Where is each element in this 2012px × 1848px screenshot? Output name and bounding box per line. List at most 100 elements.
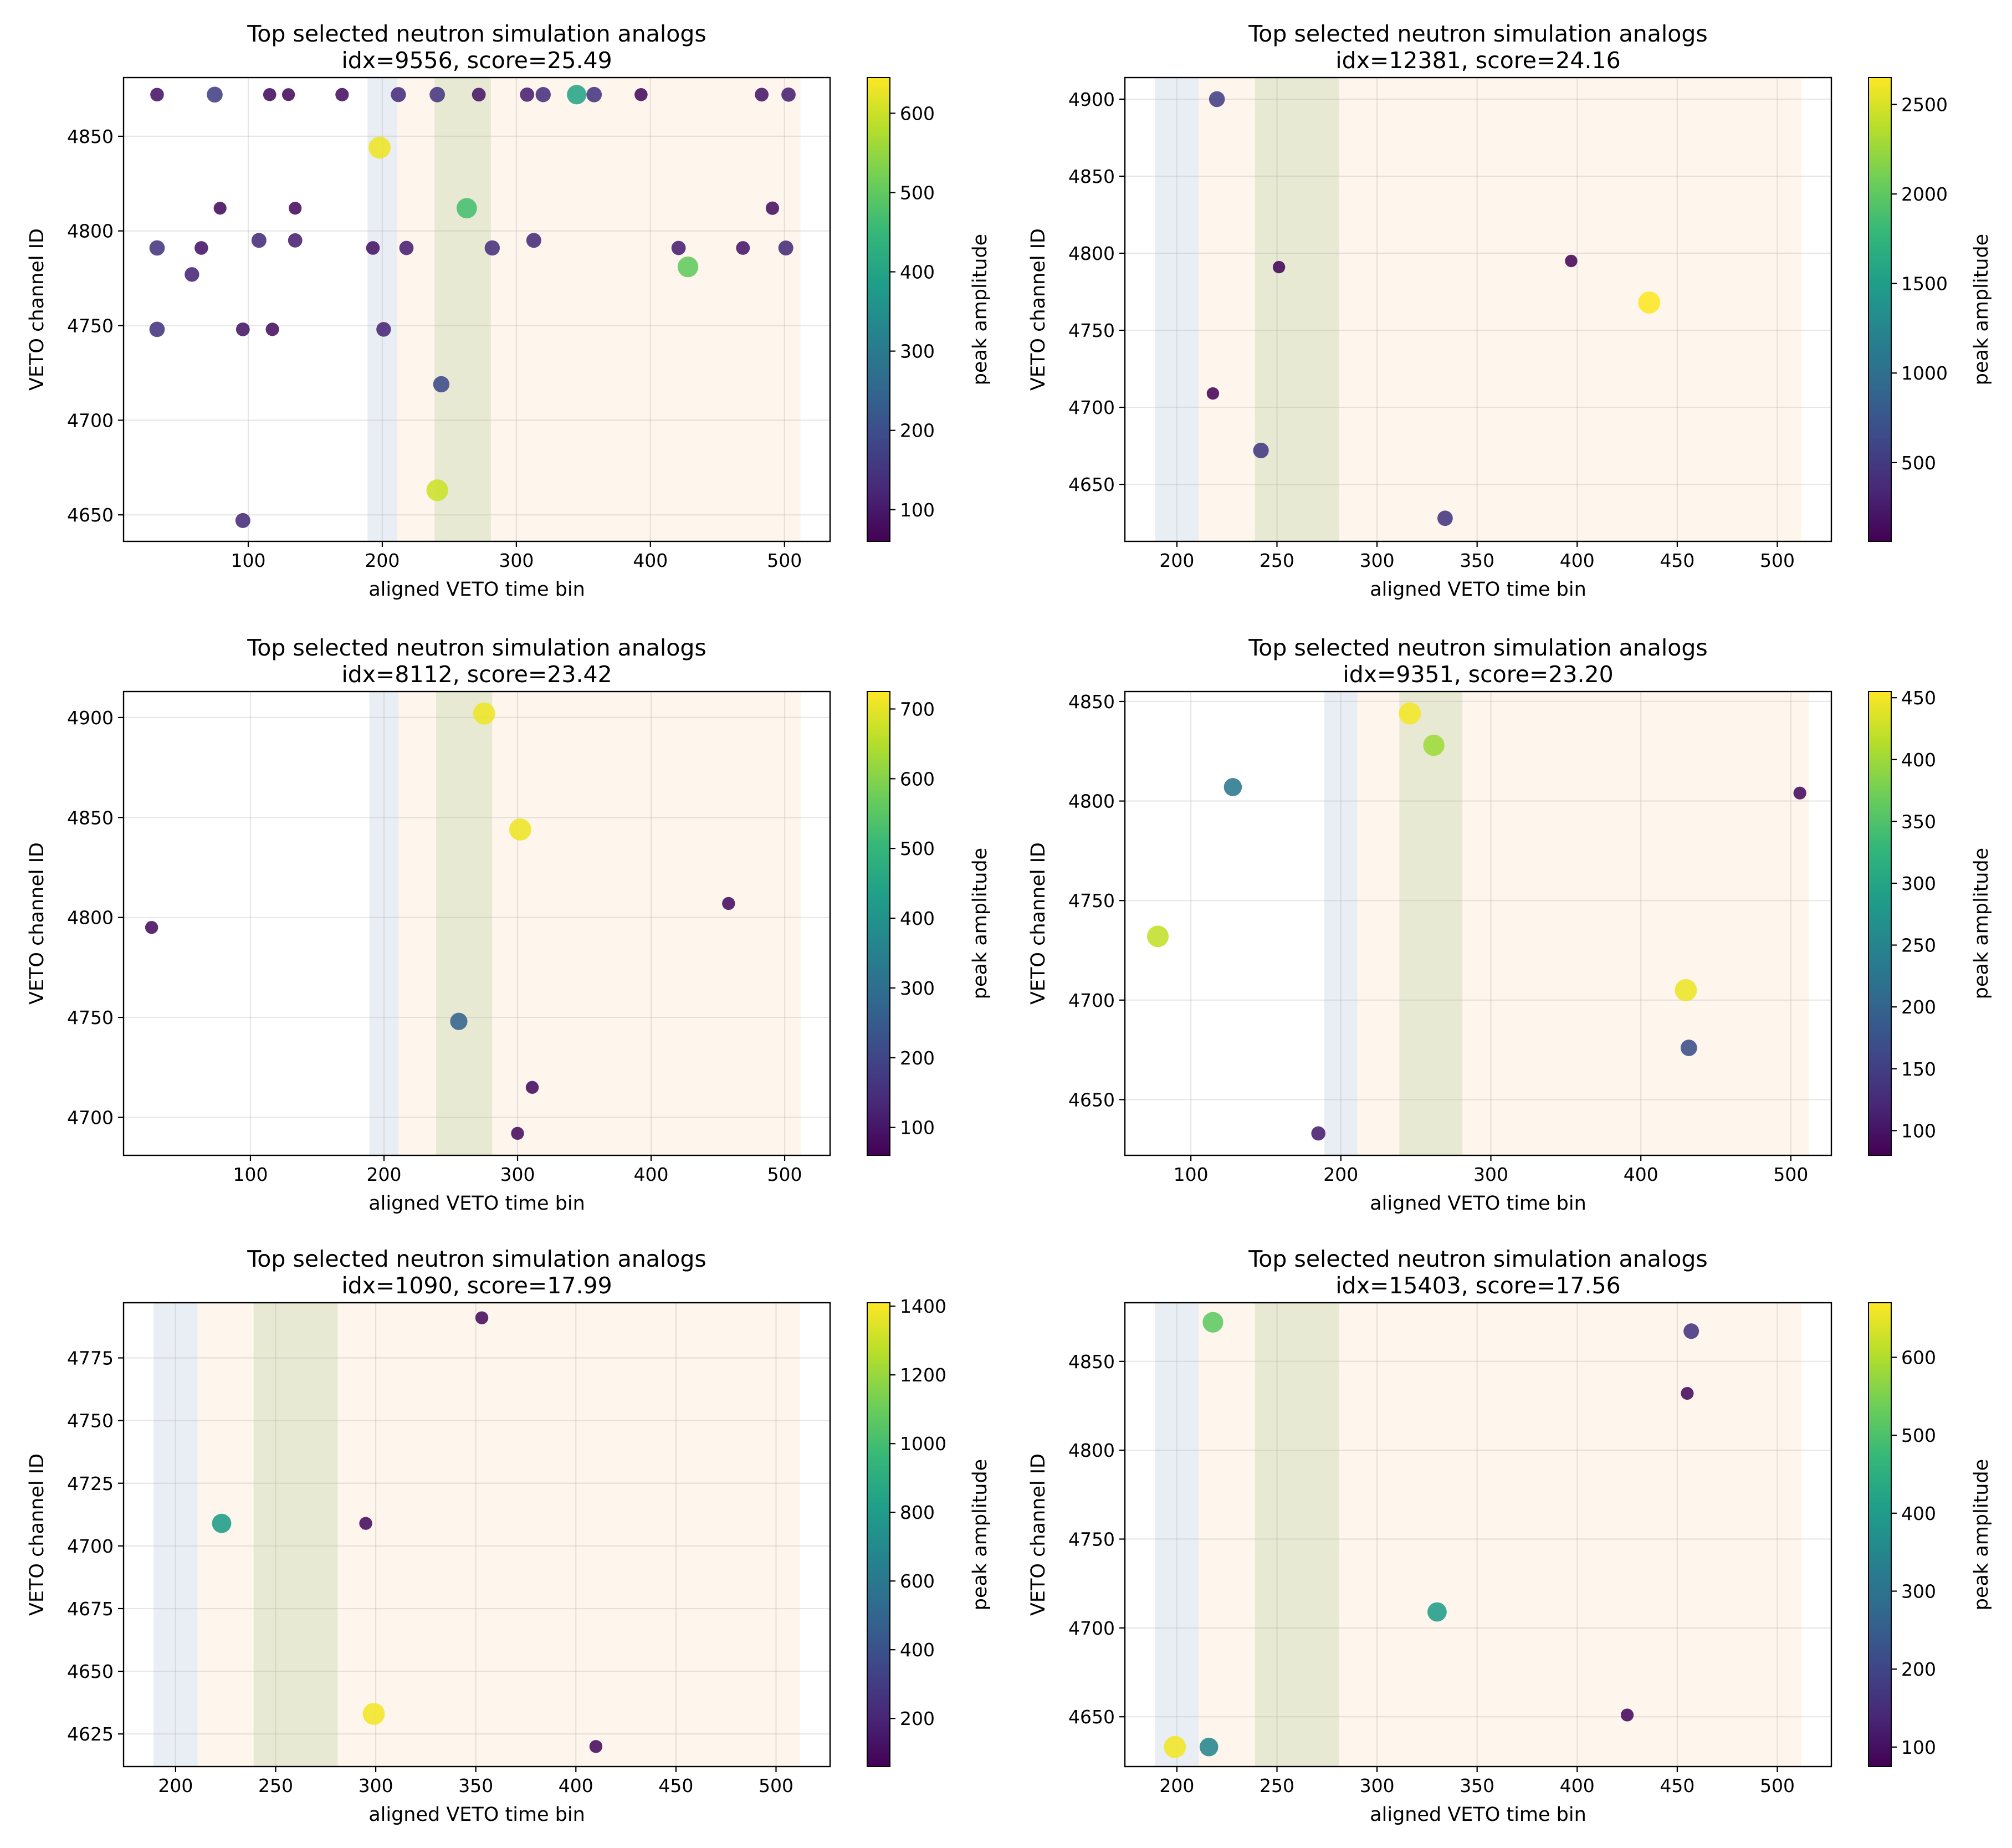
data-point — [426, 479, 448, 501]
time-window-bands — [367, 78, 801, 541]
data-point — [194, 241, 208, 255]
y-tick-label: 4800 — [1068, 243, 1115, 264]
data-point — [736, 241, 750, 255]
chart-panel-2: 200 250 300 350 400 450 500 4650 4700 4750 4800 485… — [1027, 21, 1993, 601]
y-tick-label: 4850 — [1068, 166, 1115, 187]
data-point — [755, 88, 769, 102]
data-point — [765, 201, 780, 215]
x-tick-label: 300 — [499, 550, 534, 571]
y-axis-label: VETO channel ID — [1027, 228, 1049, 391]
colorbar-tick-label: 500 — [900, 182, 935, 203]
data-point — [368, 136, 391, 159]
time-window-bands — [1155, 78, 1801, 541]
data-point — [1202, 1312, 1223, 1333]
grid — [1125, 78, 1831, 541]
colorbar-label: peak amplitude — [1970, 234, 1993, 385]
y-tick-label: 4850 — [67, 126, 114, 147]
y-tick-label: 4750 — [67, 315, 114, 337]
x-tick-label: 400 — [633, 550, 668, 571]
chart-subtitle: idx=1090, score=17.99 — [341, 1272, 612, 1299]
y-tick-label: 4650 — [67, 504, 114, 526]
time-window-bands — [153, 1303, 800, 1767]
y-tick-label: 4750 — [1068, 890, 1115, 912]
y-tick-label: 4625 — [67, 1723, 114, 1745]
data-point — [207, 86, 223, 103]
y-tick-label: 4675 — [67, 1598, 114, 1620]
y-tick-label: 4700 — [1068, 397, 1115, 418]
scatter-points — [212, 1311, 603, 1753]
colorbar — [867, 77, 890, 542]
x-tick-label: 200 — [1159, 1775, 1194, 1796]
data-point — [366, 241, 380, 255]
y-tick-label: 4750 — [1068, 320, 1115, 341]
y-tick-label: 4775 — [67, 1348, 114, 1369]
data-point — [526, 233, 541, 248]
y-tick-label: 4800 — [1068, 791, 1115, 812]
chart-title: Top selected neutron simulation analogs — [1248, 634, 1708, 661]
data-point — [213, 202, 227, 215]
data-point — [1223, 778, 1242, 796]
time-window-bands — [1155, 1303, 1801, 1767]
data-point — [1565, 254, 1578, 268]
y-axis-label: VETO channel ID — [26, 1453, 48, 1616]
data-point — [1638, 291, 1661, 314]
data-point — [671, 240, 686, 255]
data-point — [376, 322, 391, 337]
y-tick-label: 4725 — [67, 1473, 114, 1494]
y-tick-label: 4700 — [67, 1535, 114, 1557]
y-tick-label: 4700 — [1068, 1617, 1115, 1639]
colorbar-tick-label: 450 — [1901, 687, 1936, 709]
y-tick-label: 4750 — [1068, 1529, 1115, 1550]
data-point — [511, 1127, 524, 1140]
data-point — [722, 897, 735, 910]
data-point — [1147, 925, 1169, 948]
x-axis-label: aligned VETO time bin — [1370, 1804, 1586, 1826]
x-tick-label: 350 — [458, 1775, 493, 1796]
y-tick-label: 4900 — [1068, 89, 1115, 110]
colorbar-tick-label: 2000 — [1901, 183, 1948, 205]
x-tick-label: 500 — [767, 550, 802, 571]
x-tick-label: 300 — [1360, 1775, 1395, 1796]
time-window-bands — [1324, 692, 1809, 1155]
axes-frame — [122, 76, 831, 542]
colorbar-tick-label: 100 — [1901, 1120, 1936, 1141]
data-point — [589, 1740, 603, 1753]
data-point — [634, 88, 648, 101]
colorbar-tick-label: 100 — [1901, 1737, 1936, 1758]
colorbar-tick-label: 1000 — [900, 1433, 946, 1455]
chart-subtitle: idx=8112, score=23.42 — [341, 661, 612, 688]
x-tick-label: 100 — [231, 550, 266, 571]
data-point — [335, 88, 349, 101]
y-axis-label: VETO channel ID — [26, 228, 48, 391]
chart-panel-6: 200 250 300 350 400 450 500 4650 4700 4750 4800 485… — [1027, 1246, 1993, 1826]
chart-subtitle: idx=12381, score=24.16 — [1335, 47, 1620, 74]
colorbar-tick-label: 700 — [900, 698, 935, 720]
y-tick-label: 4650 — [1068, 1706, 1115, 1728]
colorbar-tick-label: 400 — [900, 262, 935, 283]
data-point — [1311, 1126, 1326, 1141]
x-tick-label: 100 — [1174, 1164, 1209, 1185]
grid — [1125, 692, 1831, 1155]
x-tick-label: 450 — [658, 1775, 693, 1796]
y-axis-label: VETO channel ID — [1027, 842, 1049, 1005]
scatter-points — [1164, 1312, 1699, 1758]
colorbar-tick-label: 500 — [900, 838, 935, 859]
data-point — [475, 1311, 489, 1324]
colorbar-label: peak amplitude — [969, 1459, 991, 1610]
y-tick-label: 4650 — [67, 1661, 114, 1682]
x-axis-label: aligned VETO time bin — [368, 1804, 585, 1826]
y-tick-label: 4800 — [67, 907, 114, 929]
time-window-bands — [369, 692, 801, 1155]
chart-subtitle: idx=9556, score=25.49 — [341, 47, 612, 74]
colorbar-label: peak amplitude — [969, 848, 991, 999]
data-point — [1423, 734, 1445, 756]
chart-panel-3: 100 200 300 400 500 4700 4750 4800 4850 4900 Top s… — [26, 634, 991, 1215]
x-tick-label: 500 — [759, 1775, 793, 1796]
data-point — [1683, 1323, 1699, 1339]
x-axis-label: aligned VETO time bin — [368, 579, 585, 601]
chart-title: Top selected neutron simulation analogs — [1248, 21, 1708, 47]
data-point — [433, 376, 450, 393]
data-point — [150, 88, 164, 102]
colorbar-tick-label: 100 — [900, 1117, 935, 1139]
data-point — [265, 322, 279, 336]
